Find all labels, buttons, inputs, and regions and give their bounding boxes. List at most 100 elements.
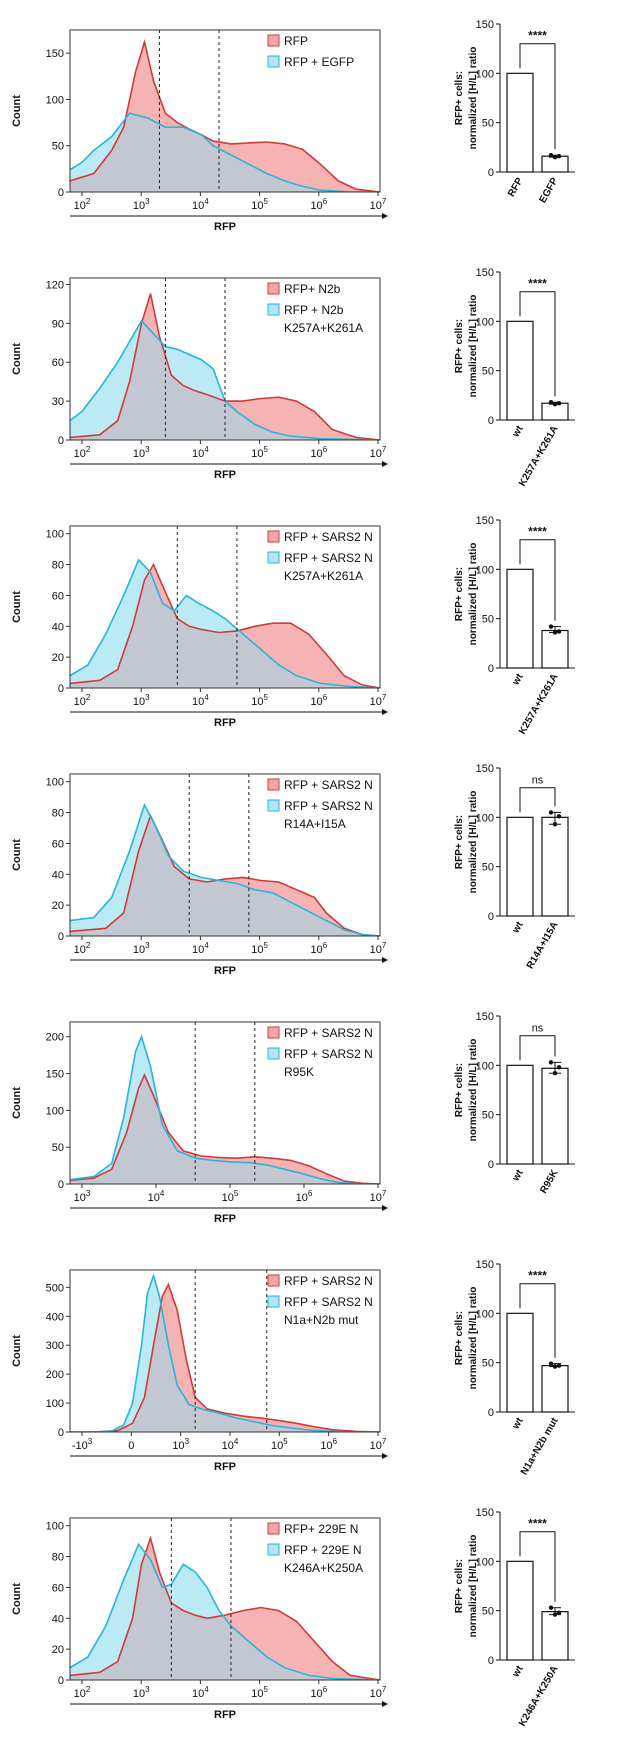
x-tick-label: 102 bbox=[74, 1685, 91, 1700]
bar-y-tick-label: 0 bbox=[488, 1655, 494, 1667]
y-tick-label: 40 bbox=[52, 1613, 64, 1625]
series-overlap-area bbox=[70, 815, 380, 936]
significance-bracket bbox=[519, 1531, 556, 1602]
x-axis-label: RFP bbox=[214, 1461, 236, 1473]
x-tick-label: 103 bbox=[133, 445, 150, 460]
bar-category-label: wt bbox=[510, 1167, 526, 1184]
x-axis-arrow bbox=[382, 957, 388, 963]
bar-category-label: EGFP bbox=[537, 176, 560, 205]
x-tick-label: 104 bbox=[222, 1437, 239, 1452]
bar-y-tick-label: 100 bbox=[476, 68, 494, 80]
series-group bbox=[70, 558, 380, 688]
bar-y-tick-label: 100 bbox=[476, 316, 494, 328]
y-tick-label: 80 bbox=[52, 560, 64, 572]
bar-y-tick-label: 150 bbox=[476, 1011, 494, 1023]
x-tick-label: 103 bbox=[133, 693, 150, 708]
plot-frame bbox=[69, 1021, 381, 1185]
bar-y-tick-label: 0 bbox=[488, 663, 494, 675]
x-tick-label: 107 bbox=[370, 1437, 387, 1452]
bar-y-tick-label: 50 bbox=[482, 614, 494, 626]
legend-swatch-cyan bbox=[267, 1047, 280, 1060]
bar-y-tick-label: 150 bbox=[476, 1507, 494, 1519]
y-tick-label: 60 bbox=[52, 590, 64, 602]
y-tick-label: 120 bbox=[46, 279, 64, 291]
overlap-group bbox=[70, 1075, 380, 1184]
x-axis-arrow bbox=[382, 1453, 388, 1459]
bar-y-axis-label: normalized [H/L] ratio bbox=[468, 47, 479, 150]
bar-category-label: wt bbox=[510, 423, 526, 440]
y-tick-label: 400 bbox=[46, 1311, 64, 1323]
y-tick-label: 60 bbox=[52, 1582, 64, 1594]
x-tick-label: 102 bbox=[74, 941, 91, 956]
y-tick-label: 20 bbox=[52, 900, 64, 912]
bar-y-tick-label: 150 bbox=[476, 267, 494, 279]
overlap-group bbox=[70, 320, 380, 440]
y-tick-label: 80 bbox=[52, 1552, 64, 1564]
y-tick-label: 0 bbox=[58, 1675, 64, 1687]
y-tick-label: 20 bbox=[52, 1644, 64, 1656]
series-line-red bbox=[70, 1535, 380, 1680]
bar-y-tick-label: 0 bbox=[488, 1407, 494, 1419]
bar-y-axis-label: normalized [H/L] ratio bbox=[468, 543, 479, 646]
data-point bbox=[548, 1060, 554, 1065]
significance-label: **** bbox=[528, 525, 547, 539]
bar-y-axis-label: normalized [H/L] ratio bbox=[468, 791, 479, 894]
x-tick-label: 107 bbox=[370, 1685, 387, 1700]
bar-2 bbox=[541, 816, 569, 917]
y-axis-label: Count bbox=[11, 839, 23, 871]
x-tick-label: 104 bbox=[192, 941, 209, 956]
x-tick-label: 102 bbox=[74, 445, 91, 460]
x-tick-label: 106 bbox=[310, 445, 327, 460]
legend-label: RFP + N2b bbox=[284, 303, 344, 317]
bar-category-label: wt bbox=[510, 1415, 526, 1432]
y-tick-label: 0 bbox=[58, 683, 64, 695]
bar-y-axis-label: normalized [H/L] ratio bbox=[468, 1039, 479, 1142]
series-overlap-area bbox=[70, 1075, 380, 1184]
x-tick-label: 105 bbox=[251, 445, 268, 460]
x-tick-label: 103 bbox=[172, 1437, 189, 1452]
legend-swatch-red bbox=[267, 1522, 280, 1535]
panel-row-2: 0 30 60 90 120 Count 102 103 104 105 106 107 RFP RFP+… bbox=[11, 267, 575, 488]
legend-label: RFP bbox=[284, 34, 308, 48]
series-overlap-area bbox=[70, 1544, 380, 1680]
x-axis-label: RFP bbox=[214, 221, 236, 233]
bar-1 bbox=[506, 72, 534, 173]
x-tick-label: 105 bbox=[251, 941, 268, 956]
plot-frame bbox=[69, 277, 381, 441]
legend-label: RFP+ 229E N bbox=[284, 1522, 358, 1536]
x-tick-label: 107 bbox=[370, 941, 387, 956]
y-axis-label: Count bbox=[11, 591, 23, 623]
x-axis-label: RFP bbox=[214, 965, 236, 977]
y-tick-label: 40 bbox=[52, 621, 64, 633]
series-group bbox=[70, 1535, 380, 1680]
bar-category-label: N1a+N2b mut bbox=[519, 1415, 561, 1477]
x-tick-label: 104 bbox=[192, 445, 209, 460]
series-line-red bbox=[70, 1073, 380, 1184]
bar-2 bbox=[541, 1611, 569, 1661]
bar-y-axis-label: normalized [H/L] ratio bbox=[468, 1287, 479, 1390]
y-tick-label: 60 bbox=[52, 357, 64, 369]
legend-swatch-cyan bbox=[267, 799, 280, 812]
significance-bracket bbox=[519, 291, 556, 397]
bar-category-label: wt bbox=[510, 919, 526, 936]
data-point bbox=[548, 624, 554, 629]
panel-row-3: 0 20 40 60 80 100 Count 102 103 104 105 106 107 RFP RF… bbox=[11, 515, 575, 736]
legend-swatch-red bbox=[267, 34, 280, 47]
plot-frame bbox=[69, 773, 381, 937]
y-tick-label: 0 bbox=[58, 435, 64, 447]
bar-y-axis-label: RFP+ cells: bbox=[454, 1311, 465, 1365]
bar-y-axis-label: normalized [H/L] ratio bbox=[468, 295, 479, 398]
overlap-group bbox=[70, 815, 380, 936]
data-point bbox=[552, 1612, 558, 1617]
x-tick-label: 106 bbox=[296, 1189, 313, 1204]
legend-swatch-cyan bbox=[267, 1295, 280, 1308]
y-axis-label: Count bbox=[11, 1583, 23, 1615]
series-line-red bbox=[70, 562, 380, 688]
data-point bbox=[552, 822, 558, 827]
series-line-cyan bbox=[70, 1273, 380, 1432]
x-tick-label: 105 bbox=[251, 197, 268, 212]
legend-label: R95K bbox=[284, 1065, 314, 1079]
significance-label: ns bbox=[532, 775, 544, 787]
x-tick-label: 103 bbox=[133, 197, 150, 212]
